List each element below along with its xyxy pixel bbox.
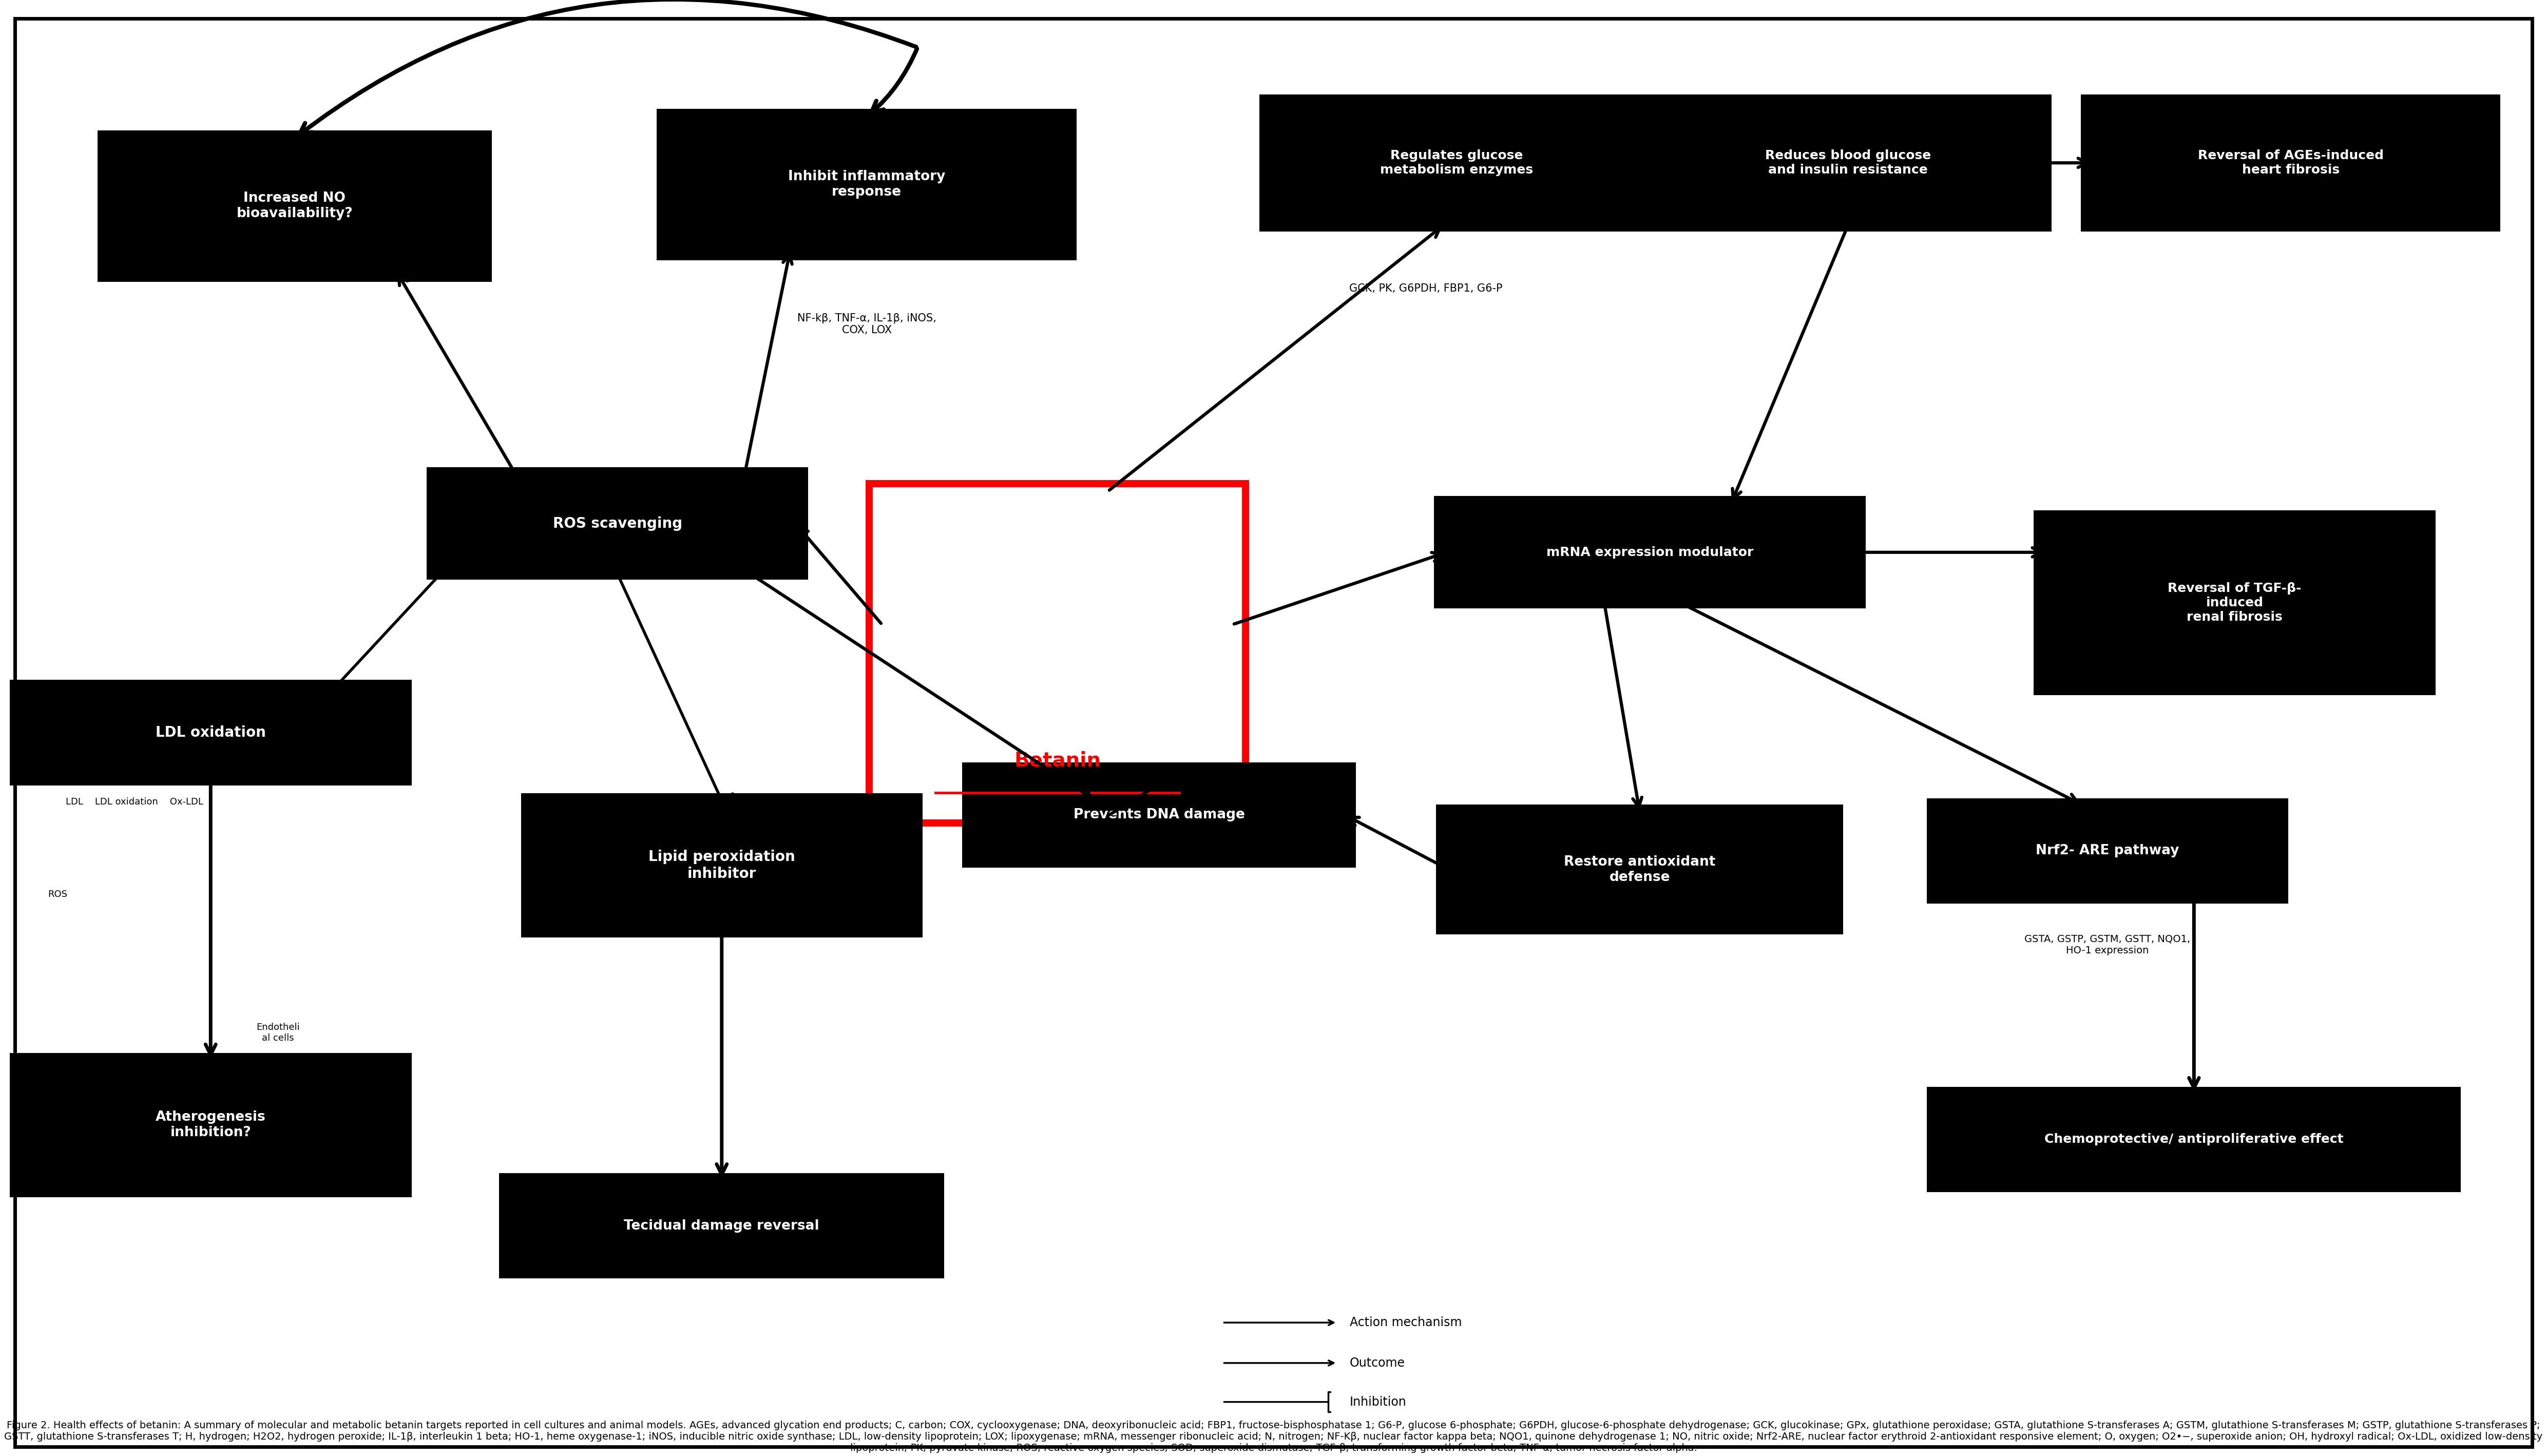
- Text: Inhibition: Inhibition: [1350, 1396, 1406, 1408]
- Text: Increased NO
bioavailability?: Increased NO bioavailability?: [237, 192, 351, 220]
- Text: Vascular
tone
modulation: Vascular tone modulation: [155, 1143, 206, 1174]
- Text: Restore antioxidant
defense: Restore antioxidant defense: [1564, 855, 1717, 884]
- FancyBboxPatch shape: [1645, 95, 2050, 232]
- Text: LDL oxidation: LDL oxidation: [155, 725, 265, 740]
- FancyBboxPatch shape: [499, 1174, 945, 1278]
- Text: GCK, PK, G6PDH, FBP1, G6-P: GCK, PK, G6PDH, FBP1, G6-P: [1350, 284, 1503, 294]
- Text: mRNA expression modulator: mRNA expression modulator: [1546, 546, 1752, 559]
- Text: Regulates glucose
metabolism enzymes: Regulates glucose metabolism enzymes: [1380, 150, 1533, 176]
- Text: LDL    LDL oxidation    Ox-LDL: LDL LDL oxidation Ox-LDL: [66, 798, 204, 807]
- FancyBboxPatch shape: [520, 794, 922, 938]
- FancyBboxPatch shape: [1928, 798, 2287, 904]
- FancyBboxPatch shape: [1437, 805, 1844, 935]
- Text: Inhibit inflammatory
response: Inhibit inflammatory response: [787, 170, 945, 199]
- FancyBboxPatch shape: [1928, 1086, 2460, 1192]
- FancyBboxPatch shape: [1261, 95, 1653, 232]
- FancyBboxPatch shape: [10, 680, 413, 785]
- Text: Action mechanism: Action mechanism: [1350, 1316, 1462, 1329]
- Text: ROS scavenging: ROS scavenging: [553, 517, 683, 530]
- Text: Endotheli
al cells: Endotheli al cells: [257, 1022, 301, 1042]
- Text: Chemoprotective/ antiproliferative effect: Chemoprotective/ antiproliferative effec…: [2045, 1133, 2343, 1146]
- Text: Reduces blood glucose
and insulin resistance: Reduces blood glucose and insulin resist…: [1765, 150, 1931, 176]
- Text: Nrf2- ARE pathway: Nrf2- ARE pathway: [2035, 844, 2180, 858]
- FancyBboxPatch shape: [869, 483, 1245, 823]
- Text: Reversal of AGEs-induced
heart fibrosis: Reversal of AGEs-induced heart fibrosis: [2198, 150, 2384, 176]
- Text: Betanin: Betanin: [1014, 751, 1100, 770]
- Text: Prevents DNA damage: Prevents DNA damage: [1072, 808, 1245, 821]
- Text: NF-kβ, TNF-α, IL-1β, iNOS,
COX, LOX: NF-kβ, TNF-α, IL-1β, iNOS, COX, LOX: [797, 313, 937, 335]
- FancyBboxPatch shape: [1434, 496, 1867, 609]
- Text: ROS: ROS: [48, 890, 66, 898]
- Text: Reversal of TGF-β-
induced
renal fibrosis: Reversal of TGF-β- induced renal fibrosi…: [2167, 582, 2302, 623]
- FancyBboxPatch shape: [10, 1053, 413, 1197]
- Text: Atherogenesis
inhibition?: Atherogenesis inhibition?: [155, 1111, 265, 1140]
- Text: Tecidual damage reversal: Tecidual damage reversal: [624, 1219, 820, 1233]
- FancyBboxPatch shape: [2033, 511, 2435, 695]
- Text: Figure 2. Health effects of betanin: A summary of molecular and metabolic betani: Figure 2. Health effects of betanin: A s…: [5, 1421, 2542, 1453]
- FancyBboxPatch shape: [2081, 95, 2501, 232]
- FancyBboxPatch shape: [963, 761, 1355, 868]
- FancyBboxPatch shape: [97, 131, 492, 282]
- Text: Lipid peroxidation
inhibitor: Lipid peroxidation inhibitor: [649, 850, 795, 881]
- Text: Outcome: Outcome: [1350, 1357, 1406, 1369]
- Text: GSTA, GSTP, GSTM, GSTT, NQO1,
HO-1 expression: GSTA, GSTP, GSTM, GSTT, NQO1, HO-1 expre…: [2025, 935, 2190, 955]
- FancyBboxPatch shape: [428, 467, 807, 579]
- FancyBboxPatch shape: [657, 109, 1077, 261]
